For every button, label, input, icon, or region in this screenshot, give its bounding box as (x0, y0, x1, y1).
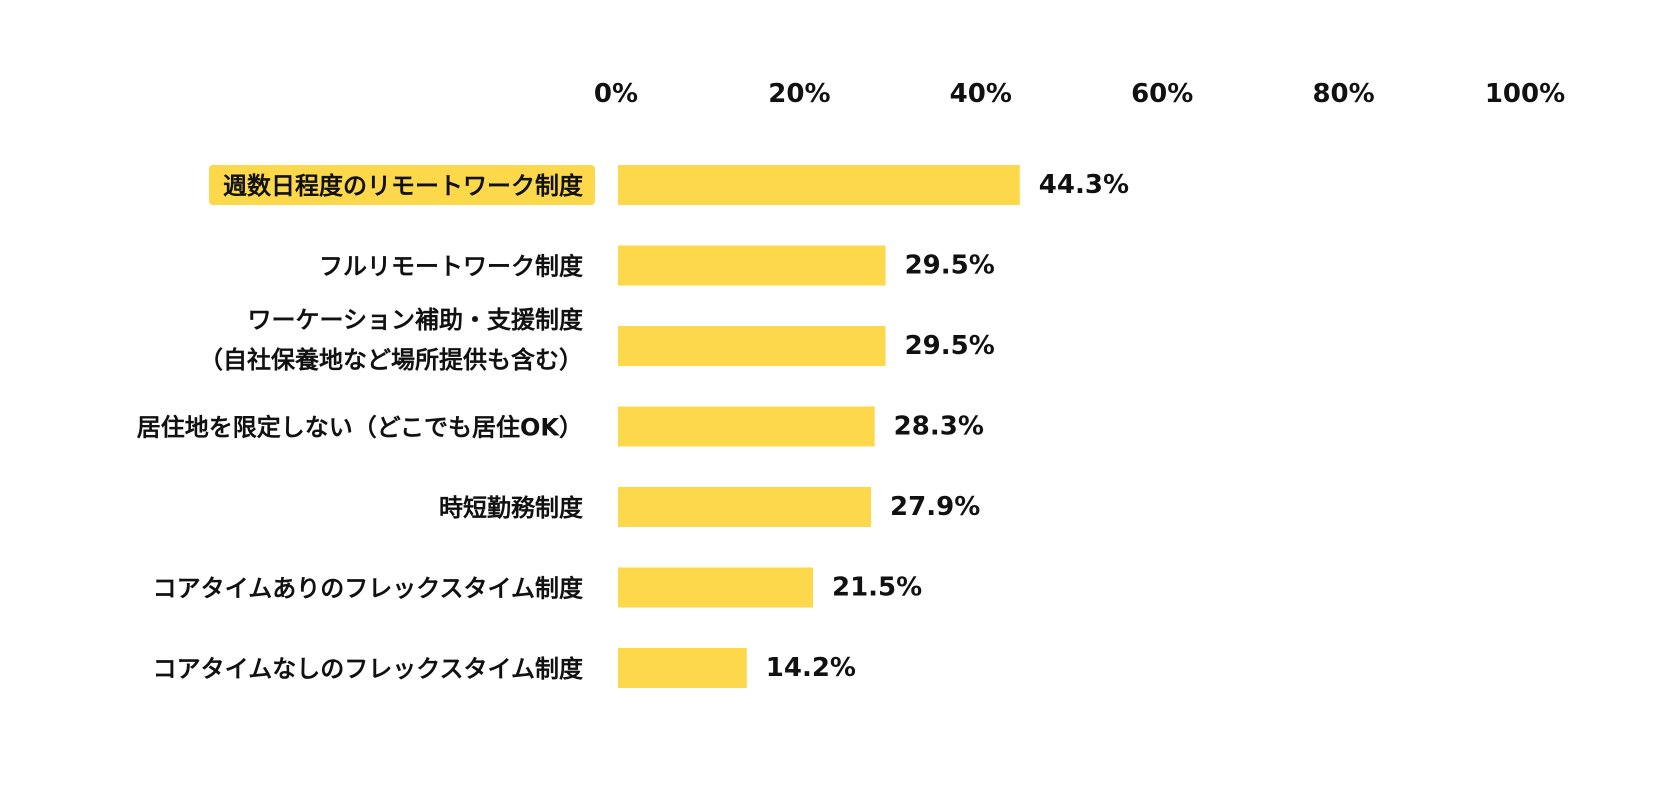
bar (618, 245, 886, 286)
category-label-line: （自社保養地など場所提供も含む） (199, 346, 583, 374)
bar (618, 406, 875, 447)
category-label: コアタイムありのフレックスタイム制度 (153, 575, 584, 603)
value-label: 27.9% (890, 492, 980, 522)
tick-label: 60% (1131, 79, 1193, 109)
value-label: 29.5% (905, 251, 995, 281)
value-label: 29.5% (905, 331, 995, 361)
tick-labels: 0% 20% 40% 60% 80% 100% (594, 79, 1565, 109)
bar (618, 165, 1020, 205)
category-label: コアタイムなしのフレックスタイム制度 (153, 655, 584, 683)
tick-label: 80% (1312, 79, 1374, 109)
category-label: 時短勤務制度 (439, 494, 584, 522)
value-label: 28.3% (894, 412, 984, 442)
highlight-label-background (209, 165, 595, 205)
category-label: 週数日程度のリモートワーク制度 (209, 165, 595, 205)
category-label: 居住地を限定しない（どこでも居住OK） (137, 414, 583, 442)
category-label-line: ワーケーション補助・支援制度 (247, 306, 584, 334)
category-label-line: 時短勤務制度 (439, 494, 584, 522)
category-label-line: フルリモートワーク制度 (319, 253, 584, 281)
bar (618, 567, 814, 608)
value-label: 14.2% (766, 653, 856, 683)
bar (618, 648, 747, 688)
category-label-line: コアタイムありのフレックスタイム制度 (153, 575, 584, 603)
value-label: 21.5% (832, 573, 922, 603)
category-label-line: 居住地を限定しない（どこでも居住OK） (137, 414, 583, 442)
tick-label: 0% (594, 79, 638, 109)
category-label-line: コアタイムなしのフレックスタイム制度 (153, 655, 584, 683)
tick-label: 100% (1485, 79, 1565, 109)
category-label: フルリモートワーク制度 (319, 253, 584, 281)
tick-label: 40% (950, 79, 1012, 109)
bar (618, 487, 872, 527)
category-label-line: 週数日程度のリモートワーク制度 (223, 172, 584, 200)
bar (618, 326, 886, 366)
tick-label: 20% (768, 79, 830, 109)
category-label: ワーケーション補助・支援制度 （自社保養地など場所提供も含む） (199, 306, 584, 374)
bars: 44.3% 週数日程度のリモートワーク制度 29.5% フルリモートワーク制度 29.5… (137, 165, 1129, 688)
value-label: 44.3% (1039, 170, 1129, 200)
